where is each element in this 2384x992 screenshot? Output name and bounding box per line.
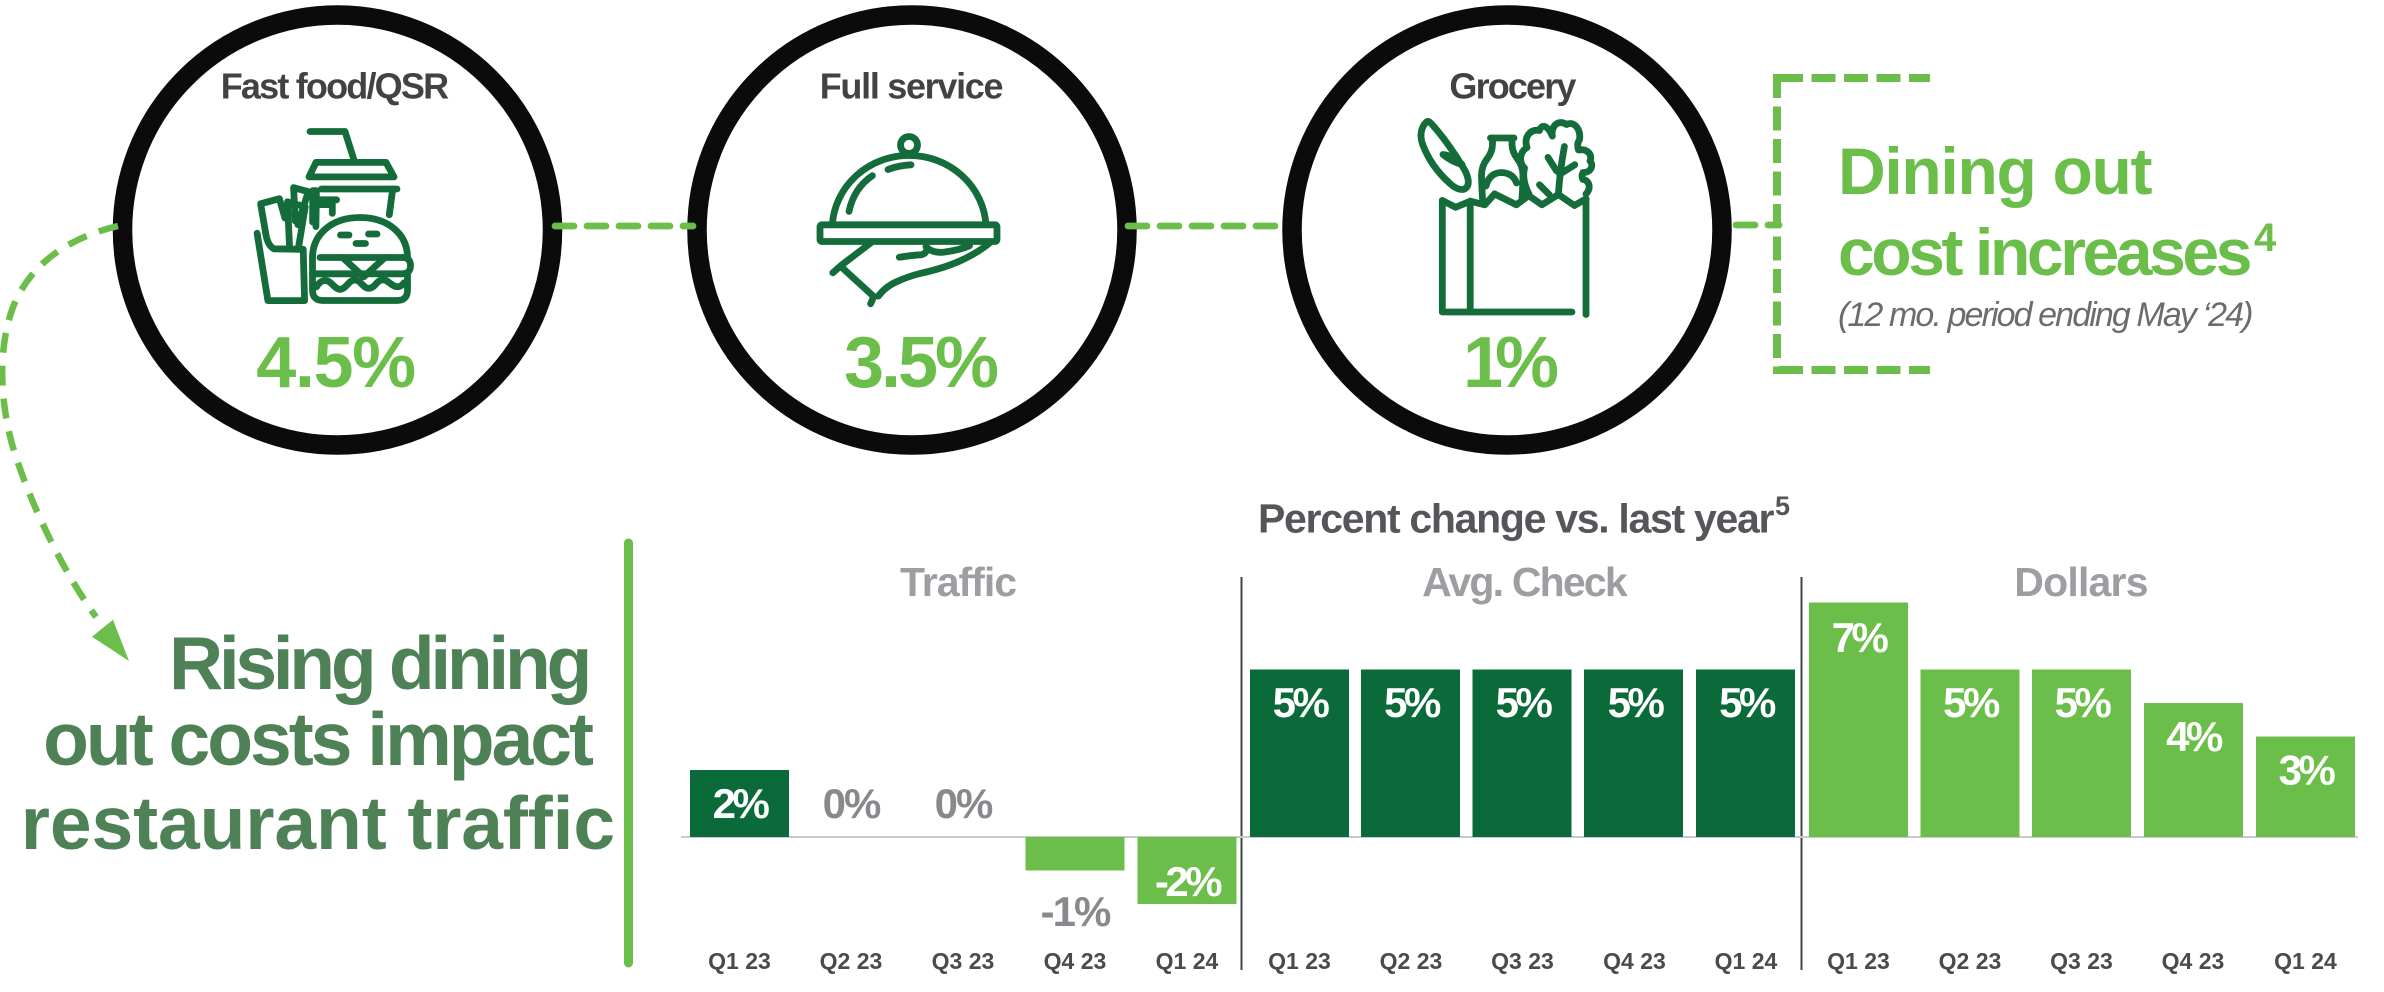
- svg-text:Percent change vs. last year: Percent change vs. last year: [1258, 496, 1774, 542]
- svg-text:restaurant traffic: restaurant traffic: [21, 781, 615, 865]
- svg-text:Dollars: Dollars: [2014, 559, 2147, 605]
- svg-text:Q3 23: Q3 23: [1491, 948, 1554, 974]
- svg-text:Q2 23: Q2 23: [1939, 948, 2002, 974]
- svg-text:4.5%: 4.5%: [256, 323, 415, 403]
- svg-text:Fast food/QSR: Fast food/QSR: [221, 65, 449, 106]
- svg-text:Full service: Full service: [820, 65, 1003, 106]
- svg-text:3.5%: 3.5%: [844, 323, 998, 403]
- svg-text:Grocery: Grocery: [1449, 65, 1576, 106]
- svg-text:5%: 5%: [1719, 679, 1776, 726]
- svg-text:Traffic: Traffic: [900, 559, 1016, 605]
- svg-text:Q1 24: Q1 24: [1715, 948, 1778, 974]
- svg-text:-2%: -2%: [1155, 858, 1222, 905]
- svg-text:5%: 5%: [2055, 679, 2112, 726]
- svg-text:1%: 1%: [1463, 323, 1558, 403]
- svg-text:Q3 23: Q3 23: [932, 948, 995, 974]
- svg-text:(12 mo. period ending May ‘24): (12 mo. period ending May ‘24): [1838, 296, 2252, 334]
- svg-text:5%: 5%: [1496, 679, 1553, 726]
- svg-text:3%: 3%: [2279, 747, 2336, 794]
- svg-text:Dining out: Dining out: [1838, 134, 2153, 208]
- svg-text:5%: 5%: [1273, 679, 1330, 726]
- svg-text:Q1 23: Q1 23: [1268, 948, 1331, 974]
- svg-text:out costs impact: out costs impact: [43, 697, 594, 781]
- svg-text:2%: 2%: [713, 780, 770, 827]
- svg-text:Q1 24: Q1 24: [2274, 948, 2337, 974]
- svg-text:Q2 23: Q2 23: [1380, 948, 1443, 974]
- svg-text:-1%: -1%: [1041, 888, 1111, 935]
- svg-text:Q4 23: Q4 23: [1044, 948, 1107, 974]
- svg-text:5%: 5%: [1943, 679, 2000, 726]
- svg-text:0%: 0%: [823, 780, 881, 827]
- svg-text:Rising dining: Rising dining: [169, 621, 588, 705]
- svg-text:4: 4: [2254, 216, 2277, 260]
- svg-text:4%: 4%: [2166, 713, 2223, 760]
- svg-text:Q1 23: Q1 23: [708, 948, 771, 974]
- svg-text:Q1 24: Q1 24: [1156, 948, 1219, 974]
- svg-text:0%: 0%: [935, 780, 993, 827]
- svg-text:Q4 23: Q4 23: [1603, 948, 1666, 974]
- svg-text:Q4 23: Q4 23: [2162, 948, 2225, 974]
- svg-text:Q3 23: Q3 23: [2050, 948, 2113, 974]
- svg-text:5: 5: [1775, 491, 1790, 521]
- svg-text:5%: 5%: [1384, 679, 1441, 726]
- svg-text:Q2 23: Q2 23: [820, 948, 883, 974]
- svg-text:cost increases: cost increases: [1838, 215, 2250, 289]
- svg-text:Q1 23: Q1 23: [1827, 948, 1890, 974]
- svg-text:7%: 7%: [1832, 614, 1889, 661]
- svg-text:5%: 5%: [1608, 679, 1665, 726]
- svg-text:Avg. Check: Avg. Check: [1422, 559, 1628, 605]
